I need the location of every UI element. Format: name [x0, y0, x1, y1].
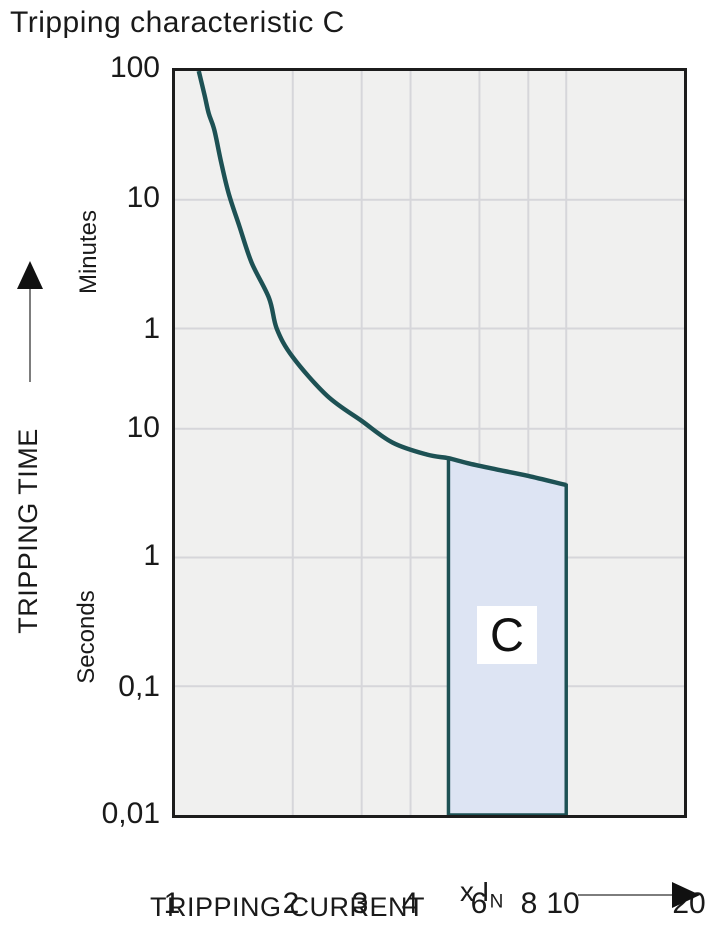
tripping-curve: [196, 71, 567, 488]
x-axis-multiplier: x IN: [460, 876, 503, 914]
y-tick-0-1s: 0,1: [118, 670, 160, 703]
arrow-right-icon: [672, 882, 700, 908]
y-tick-0-01s: 0,01: [101, 797, 160, 830]
y-tick-1s: 1: [143, 539, 160, 572]
plot-area: [172, 68, 687, 818]
y-unit-seconds: Seconds: [73, 590, 100, 684]
y-tick-10s: 10: [126, 411, 160, 444]
page-title: Tripping characteristic C: [10, 6, 345, 39]
band-label: C: [477, 606, 537, 664]
y-axis-title: TRIPPING TIME: [13, 428, 43, 634]
multiplier-text: x I: [460, 876, 490, 907]
y-tick-10min: 10: [126, 181, 160, 214]
x-tick-8: 8: [520, 887, 538, 920]
x-tick-10: 10: [546, 887, 580, 920]
arrow-up-icon: [17, 261, 43, 289]
chart-canvas: [175, 71, 684, 815]
y-tick-100min: 100: [109, 51, 160, 84]
x-axis-arrow-shaft: [578, 894, 674, 896]
y-tick-1min: 1: [143, 312, 160, 345]
y-unit-minutes: Minutes: [75, 209, 102, 295]
x-tick-1: 1: [163, 887, 181, 920]
x-tick-4: 4: [401, 887, 419, 920]
x-tick-2: 2: [282, 887, 300, 920]
x-axis-title: TRIPPING CURRENT: [150, 892, 426, 922]
x-tick-3: 3: [351, 887, 369, 920]
multiplier-subscript: N: [489, 891, 504, 913]
y-axis-arrow-shaft: [29, 288, 31, 382]
x-tick-6: 6: [470, 887, 488, 920]
